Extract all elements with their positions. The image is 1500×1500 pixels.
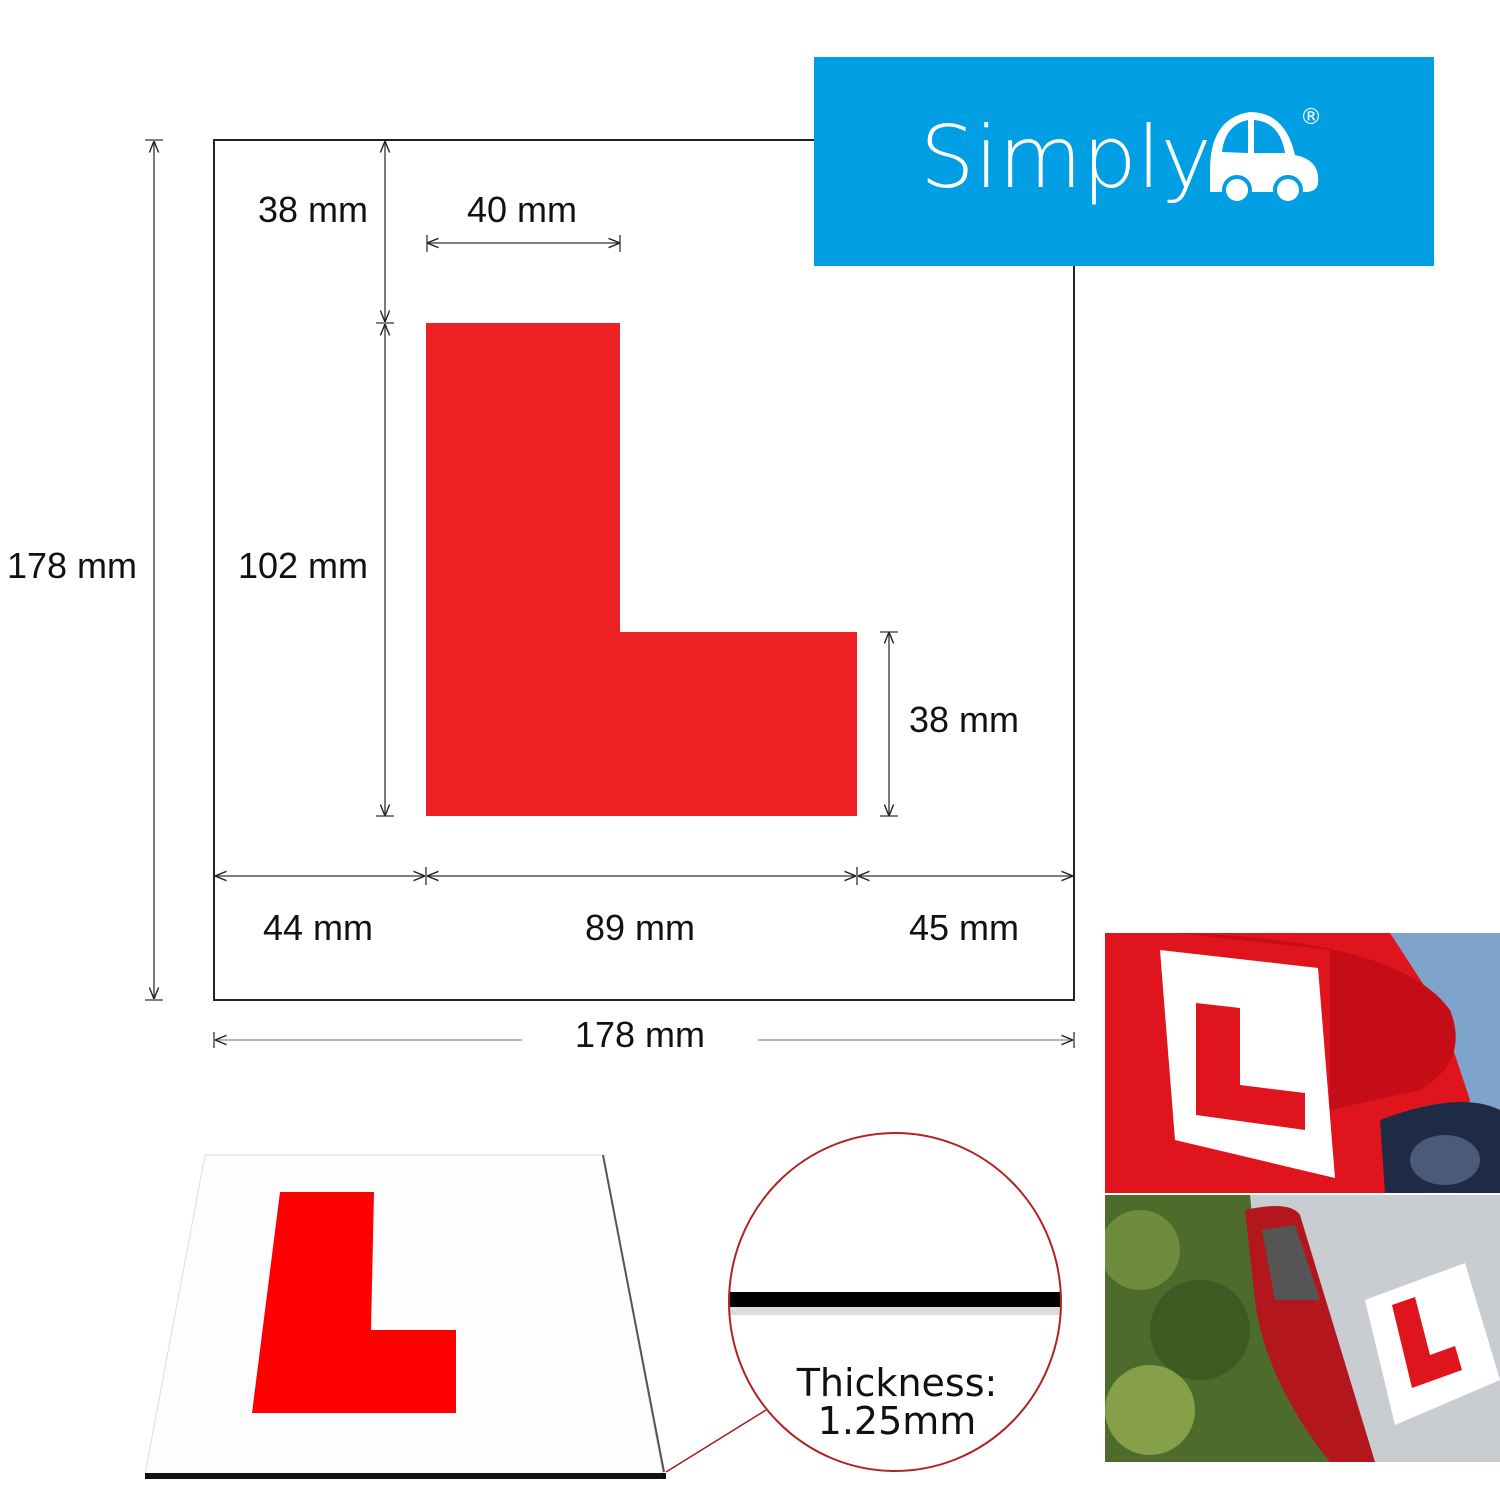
car-rear-spoiler-photo xyxy=(1105,933,1500,1193)
l-shape xyxy=(426,323,857,816)
left-margin-label: 44 mm xyxy=(263,907,373,948)
simply-logo: Simply ® xyxy=(814,57,1434,266)
right-margin-label: 45 mm xyxy=(909,907,1019,948)
logo-text: Simply xyxy=(920,108,1212,208)
top-margin-label: 38 mm xyxy=(258,189,368,230)
plate-height-label: 178 mm xyxy=(7,545,137,586)
thickness-value: 1.25mm xyxy=(818,1399,977,1443)
l-height-label: 102 mm xyxy=(238,545,368,586)
foot-height-label: 38 mm xyxy=(909,699,1019,740)
magnet-perspective xyxy=(144,1154,666,1479)
plate-width-label: 178 mm xyxy=(575,1014,705,1055)
dimension-lines xyxy=(145,139,1075,1048)
thickness-label: Thickness: xyxy=(796,1361,998,1405)
l-width-label: 89 mm xyxy=(585,907,695,948)
plate-outline xyxy=(213,139,1075,1001)
thickness-callout: Thickness: 1.25mm xyxy=(728,1132,1062,1472)
registered-mark: ® xyxy=(1300,105,1322,130)
magnet-l-shape xyxy=(252,1192,456,1413)
car-rear-light-photo xyxy=(1105,1195,1500,1462)
car-icon xyxy=(1210,112,1319,205)
stem-width-label: 40 mm xyxy=(467,189,577,230)
